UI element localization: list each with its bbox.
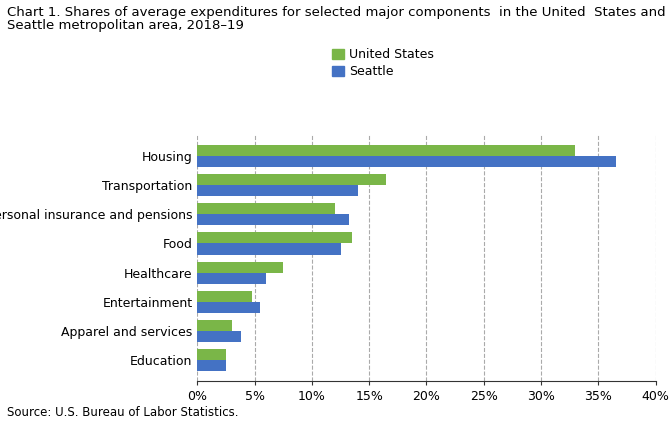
Bar [197, 273, 266, 284]
Bar [197, 156, 615, 167]
Bar [197, 261, 283, 273]
Bar [197, 331, 241, 342]
Text: Seattle metropolitan area, 2018–19: Seattle metropolitan area, 2018–19 [7, 19, 244, 32]
Bar [197, 214, 349, 225]
Bar [197, 320, 231, 331]
Bar [197, 302, 260, 313]
Bar [197, 174, 387, 185]
Bar [197, 349, 226, 360]
Bar [197, 232, 352, 243]
Bar [197, 203, 335, 214]
Bar [197, 145, 575, 156]
Text: Chart 1. Shares of average expenditures for selected major components  in the Un: Chart 1. Shares of average expenditures … [7, 6, 665, 19]
Bar [197, 185, 358, 196]
Legend: United States, Seattle: United States, Seattle [332, 48, 434, 78]
Bar [197, 291, 252, 302]
Bar [197, 243, 341, 255]
Text: Source: U.S. Bureau of Labor Statistics.: Source: U.S. Bureau of Labor Statistics. [7, 406, 238, 419]
Bar [197, 360, 226, 371]
